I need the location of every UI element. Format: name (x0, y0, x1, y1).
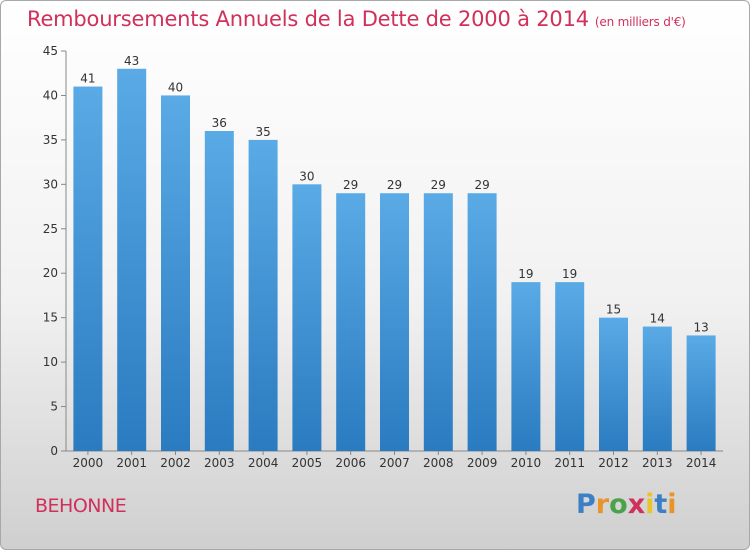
logo-letter: P (576, 489, 596, 520)
logo-letter: t (654, 489, 668, 520)
data-label: 29 (343, 178, 358, 192)
y-tick-label: 30 (43, 177, 58, 191)
x-tick-label: 2012 (598, 456, 629, 470)
title-text: Remboursements Annuels de la Dette de 20… (27, 7, 589, 31)
y-tick-label: 15 (43, 311, 58, 325)
x-tick-label: 2002 (160, 456, 191, 470)
bar-2014 (686, 335, 716, 451)
bar-2010 (511, 282, 541, 451)
bar-2000 (73, 86, 103, 452)
data-label: 19 (518, 267, 533, 281)
data-label: 14 (650, 312, 665, 326)
logo-letter: r (595, 489, 610, 520)
logo-letter: i (645, 489, 655, 520)
x-tick-label: 2010 (511, 456, 542, 470)
title-unit: (en milliers d'€) (594, 15, 686, 29)
x-tick-label: 2013 (642, 456, 673, 470)
x-tick-label: 2005 (292, 456, 323, 470)
data-label: 19 (562, 267, 577, 281)
x-tick-label: 2007 (379, 456, 410, 470)
y-tick-label: 25 (43, 222, 58, 236)
bar-2003 (204, 131, 234, 451)
axes: 0 5 10 15 20 25 30 35 40 45 (43, 44, 723, 458)
bar-2011 (555, 282, 585, 451)
x-tick-label: 2008 (423, 456, 454, 470)
bar-2007 (380, 193, 409, 451)
y-tick-label: 40 (43, 88, 58, 102)
bar-2008 (423, 193, 453, 451)
data-label: 13 (693, 320, 708, 334)
data-label: 41 (80, 72, 95, 86)
bar-2013 (642, 326, 672, 451)
data-label: 43 (124, 54, 139, 68)
data-label: 15 (606, 303, 621, 317)
data-label: 40 (168, 80, 183, 94)
y-tick-label: 0 (50, 444, 58, 458)
bar-2009 (467, 193, 497, 451)
logo-letter: x (627, 489, 646, 520)
x-tick-label: 2009 (467, 456, 498, 470)
y-tick-label: 10 (43, 355, 58, 369)
x-tick-label: 2004 (248, 456, 279, 470)
y-tick-label: 35 (43, 133, 58, 147)
bar-2006 (336, 193, 366, 451)
x-tick-label: 2011 (554, 456, 585, 470)
x-tick-label: 2001 (116, 456, 147, 470)
data-label: 36 (212, 116, 227, 130)
bar-2002 (161, 95, 190, 451)
labels: 2000 41 2001 43 2002 40 2003 36 2004 35 2005 30 2006… (73, 54, 717, 470)
proxiti-logo[interactable]: Proxiti (576, 489, 677, 520)
logo-letter: i (667, 489, 677, 520)
data-label: 35 (255, 125, 270, 139)
x-tick-label: 2006 (335, 456, 366, 470)
bar-2004 (248, 139, 278, 451)
data-label: 30 (299, 169, 314, 183)
bar-2001 (117, 68, 147, 452)
x-tick-label: 2014 (686, 456, 717, 470)
bar-2012 (599, 317, 628, 451)
y-tick-label: 45 (43, 44, 58, 58)
data-label: 29 (387, 178, 402, 192)
bar-2005 (292, 184, 322, 452)
chart-title: Remboursements Annuels de la Dette de 20… (27, 7, 686, 31)
y-tick-label: 20 (43, 266, 58, 280)
data-label: 29 (474, 178, 489, 192)
x-tick-label: 2000 (73, 456, 104, 470)
x-tick-label: 2003 (204, 456, 235, 470)
data-label: 29 (431, 178, 446, 192)
logo-letter: o (609, 489, 628, 520)
y-tick-label: 5 (50, 400, 58, 414)
bars (73, 68, 716, 452)
place-name: BEHONNE (35, 495, 127, 517)
